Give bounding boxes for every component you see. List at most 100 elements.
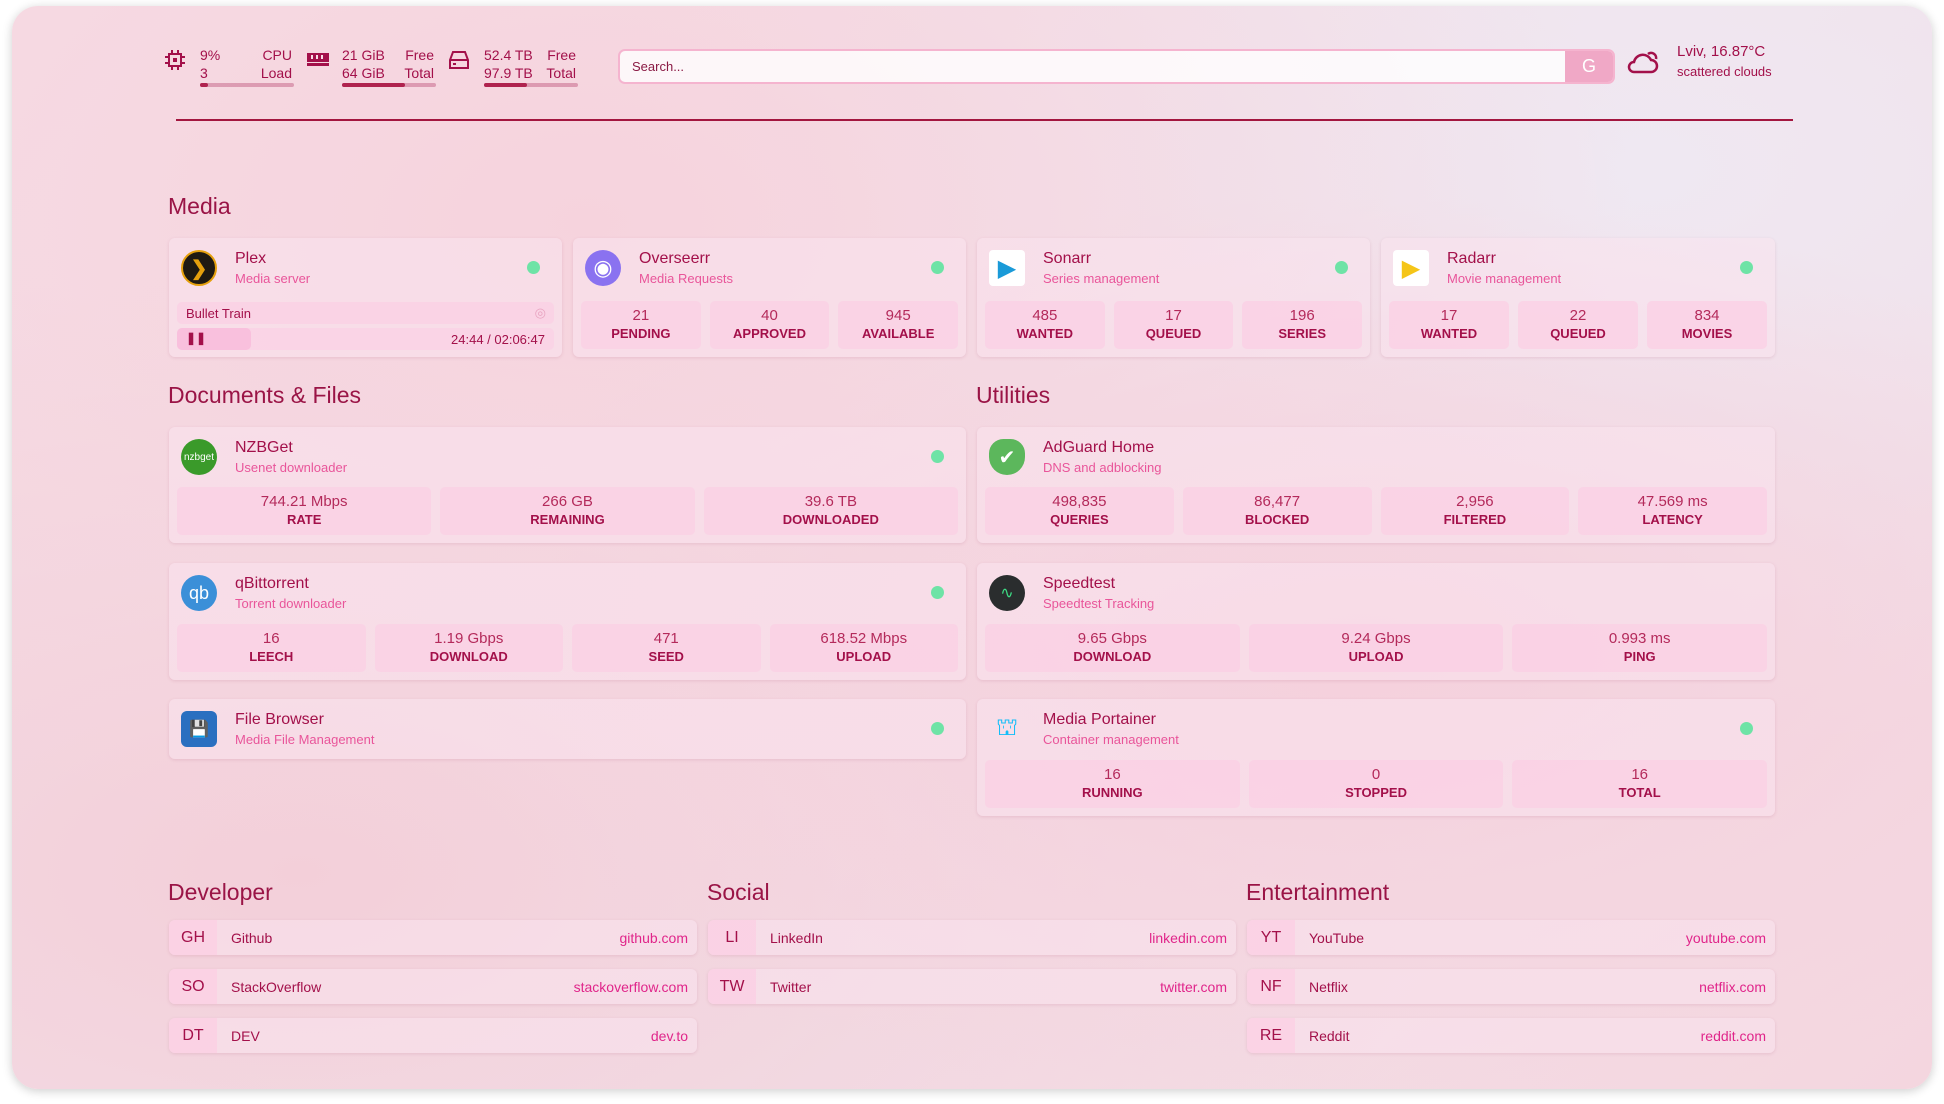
cpu-icon	[165, 50, 185, 70]
bookmark-name: Reddit	[1309, 1027, 1350, 1044]
nzbget-logo-icon: nzbget	[181, 439, 217, 475]
stat-label: UPLOAD	[836, 649, 892, 664]
stat-box: 471 SEED	[572, 624, 761, 672]
stat-label: REMAINING	[530, 512, 605, 527]
bookmark-reddit[interactable]: RE Reddit reddit.com	[1247, 1018, 1775, 1053]
search-input[interactable]	[620, 59, 1565, 74]
weather-condition: scattered clouds	[1677, 64, 1772, 79]
weather-location: Lviv, 16.87°C	[1677, 43, 1766, 60]
total-label: Total	[546, 65, 576, 81]
radarr-logo-icon: ▶	[1393, 250, 1429, 286]
portainer-card[interactable]: ⛫ Media Portainer Container management 1…	[977, 699, 1775, 816]
service-title: AdGuard Home	[1043, 439, 1155, 456]
service-title: Overseerr	[639, 250, 711, 267]
stat-box: 16 RUNNING	[985, 760, 1240, 808]
section-media-title: Media	[168, 193, 231, 219]
sonarr-logo-icon: ▶	[989, 250, 1025, 286]
bookmark-github[interactable]: GH Github github.com	[169, 920, 697, 955]
playback-progress[interactable]: ❚❚ 24:44 / 02:06:47	[177, 328, 554, 350]
adguard-card[interactable]: ✔ AdGuard Home DNS and adblocking 498,83…	[977, 427, 1775, 543]
stat-label: APPROVED	[733, 326, 806, 341]
stat-box: 21 PENDING	[581, 301, 701, 349]
overseerr-logo-icon: ◉	[585, 250, 621, 286]
stat-value: 945	[885, 307, 911, 324]
bookmark-url[interactable]: reddit.com	[1700, 1027, 1766, 1044]
stat-value: 39.6 TB	[804, 493, 857, 510]
bookmark-abbr: RE	[1247, 1018, 1295, 1053]
bookmark-url[interactable]: stackoverflow.com	[573, 978, 688, 995]
bookmark-twitter[interactable]: TW Twitter twitter.com	[708, 969, 1236, 1004]
now-playing: Bullet Train ◎	[177, 302, 554, 324]
section-developer-title: Developer	[168, 879, 273, 905]
cloud-sun-icon	[1627, 51, 1659, 74]
bookmark-name: Twitter	[770, 978, 812, 995]
bookmark-url[interactable]: linkedin.com	[1149, 929, 1227, 946]
speedtest-card[interactable]: ∿ Speedtest Speedtest Tracking 9.65 Gbps…	[977, 563, 1775, 680]
disk-icon	[449, 51, 469, 69]
stat-value: 40	[761, 307, 778, 324]
google-search-button[interactable]: G	[1565, 51, 1613, 82]
bookmark-linkedin[interactable]: LI LinkedIn linkedin.com	[708, 920, 1236, 955]
stat-box: 618.52 Mbps UPLOAD	[769, 624, 958, 672]
disk-bar	[484, 83, 578, 87]
stream-icon: ◎	[534, 305, 546, 320]
playback-time: 24:44 / 02:06:47	[451, 332, 545, 347]
stat-value: 2,956	[1456, 493, 1494, 510]
bookmark-name: LinkedIn	[770, 929, 823, 946]
stat-label: BLOCKED	[1244, 512, 1310, 527]
sonarr-card[interactable]: ▶ Sonarr Series management 485 WANTED 17 QU…	[977, 238, 1370, 357]
memory-total: 64 GiB	[342, 65, 385, 81]
plex-logo-icon: ❯	[181, 250, 217, 286]
bookmark-dev[interactable]: DT DEV dev.to	[169, 1018, 697, 1053]
adguard-shield-icon: ✔	[989, 439, 1025, 475]
stat-box: 0.993 ms PING	[1512, 624, 1768, 672]
filebrowser-card[interactable]: 💾 File Browser Media File Management	[169, 699, 966, 759]
bookmark-url[interactable]: twitter.com	[1160, 978, 1227, 995]
stat-label: QUEUED	[1550, 326, 1606, 341]
bookmark-url[interactable]: netflix.com	[1699, 978, 1766, 995]
radarr-card[interactable]: ▶ Radarr Movie management 17 WANTED 22 QUEU…	[1381, 238, 1775, 357]
service-title: File Browser	[235, 711, 324, 728]
stat-box: 22 QUEUED	[1518, 301, 1638, 349]
stat-box: 1.19 Gbps DOWNLOAD	[374, 624, 563, 672]
stat-box: 86,477 BLOCKED	[1182, 487, 1372, 535]
bookmark-netflix[interactable]: NF Netflix netflix.com	[1247, 969, 1775, 1004]
stat-box: 47.569 ms LATENCY	[1578, 487, 1767, 535]
service-subtitle: Speedtest Tracking	[1043, 596, 1155, 611]
qbittorrent-card[interactable]: qb qBittorrent Torrent downloader 16 LEEC…	[169, 563, 966, 680]
plex-card[interactable]: ❯ Plex Media server Bullet Train ◎ ❚❚ 24:…	[169, 238, 562, 357]
stat-box: 17 WANTED	[1389, 301, 1509, 349]
bookmark-url[interactable]: github.com	[619, 929, 688, 946]
search-bar: G	[618, 49, 1615, 84]
stat-value: 471	[653, 630, 679, 647]
service-subtitle: Media File Management	[235, 732, 375, 747]
stat-label: MOVIES	[1681, 326, 1733, 341]
bookmark-name: Github	[231, 929, 273, 946]
overseerr-card[interactable]: ◉ Overseerr Media Requests 21 PENDING 40 AP…	[573, 238, 966, 357]
service-subtitle: Media Requests	[639, 271, 733, 286]
stat-label: LATENCY	[1642, 512, 1703, 527]
stat-box: 9.65 Gbps DOWNLOAD	[985, 624, 1240, 672]
stat-label: QUERIES	[1050, 512, 1109, 527]
section-social-title: Social	[707, 879, 770, 905]
service-subtitle: Movie management	[1447, 271, 1562, 286]
disk-stat: 52.4 TB Free 97.9 TB Total	[484, 46, 576, 82]
service-subtitle: Series management	[1043, 271, 1160, 286]
stat-label: SEED	[648, 649, 684, 664]
bookmark-stackoverflow[interactable]: SO StackOverflow stackoverflow.com	[169, 969, 697, 1004]
total-label: Total	[404, 65, 434, 81]
stat-label: SERIES	[1278, 326, 1327, 341]
bookmark-name: StackOverflow	[231, 978, 322, 995]
stat-value: 22	[1569, 307, 1587, 324]
bookmark-youtube[interactable]: YT YouTube youtube.com	[1247, 920, 1775, 955]
bookmark-url[interactable]: youtube.com	[1685, 929, 1766, 946]
stat-value: 0.993 ms	[1608, 630, 1671, 647]
stat-value: 266 GB	[542, 493, 593, 510]
nzbget-card[interactable]: nzbget NZBGet Usenet downloader 744.21 M…	[169, 427, 966, 543]
bookmark-url[interactable]: dev.to	[650, 1027, 688, 1044]
stat-value: 47.569 ms	[1637, 493, 1708, 510]
pause-icon[interactable]: ❚❚	[186, 331, 207, 345]
stat-value: 618.52 Mbps	[820, 630, 908, 647]
stat-value: 21	[632, 307, 650, 324]
status-dot	[931, 450, 944, 463]
